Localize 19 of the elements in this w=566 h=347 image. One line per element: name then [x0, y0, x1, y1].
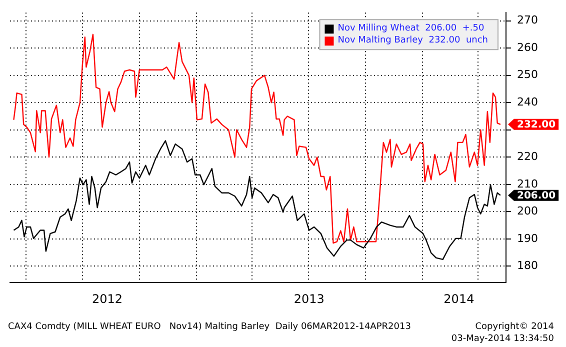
text: 03-May-2014 13:34:50 — [451, 334, 554, 344]
text: Copyright© 2014 — [475, 322, 554, 332]
y-tick-label: 270 — [517, 14, 538, 27]
x-tick-label: 2013 — [294, 292, 324, 306]
y-tick-label: 210 — [517, 177, 538, 190]
legend-label: Nov Milling Wheat 206.00 +.50 — [338, 23, 484, 34]
y-tick-label: 180 — [517, 259, 538, 272]
y-tick-label: 190 — [517, 232, 538, 245]
y-tick-label: 200 — [517, 204, 538, 218]
x-tick-label: 2012 — [92, 292, 122, 306]
text: CAX4 Comdty (MILL WHEAT EURO Nov14) Malting Barley Daily 06MAR2012-14APR2013 — [8, 322, 411, 332]
y-tick-label: 250 — [517, 68, 538, 82]
y-tick-label: 260 — [517, 40, 538, 54]
y-tick-label: 220 — [517, 150, 538, 164]
text: 232.00 — [517, 120, 556, 131]
x-tick-label: 2014 — [444, 292, 474, 306]
y-tick-label: 240 — [517, 95, 538, 108]
text: 206.00 — [517, 190, 556, 202]
legend-label: Nov Malting Barley 232.00 unch — [338, 35, 488, 46]
